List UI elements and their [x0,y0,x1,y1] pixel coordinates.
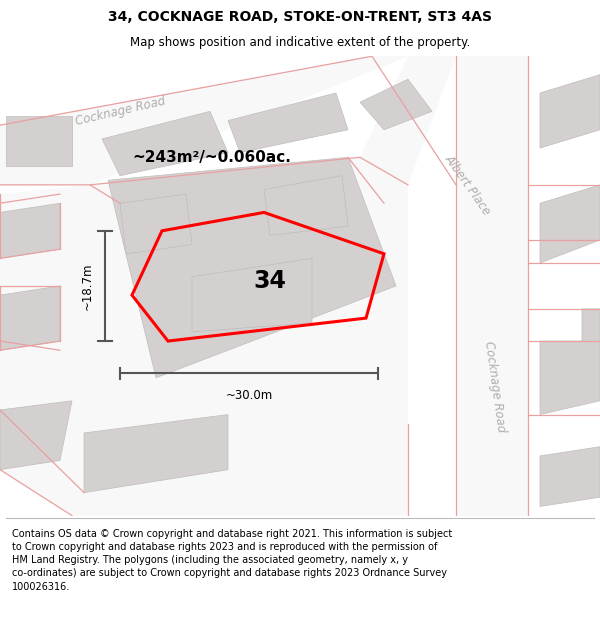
Text: ~18.7m: ~18.7m [81,262,94,309]
Text: Albert Place: Albert Place [442,152,494,218]
Polygon shape [0,56,408,185]
Text: Cocknage Road: Cocknage Road [74,94,166,128]
Polygon shape [540,185,600,263]
Text: 34, COCKNAGE ROAD, STOKE-ON-TRENT, ST3 4AS: 34, COCKNAGE ROAD, STOKE-ON-TRENT, ST3 4… [108,10,492,24]
Polygon shape [6,116,72,166]
Polygon shape [0,401,72,470]
Text: Cocknage Road: Cocknage Road [482,341,508,434]
Polygon shape [540,447,600,506]
Polygon shape [0,203,60,258]
Polygon shape [264,176,348,236]
Text: ~30.0m: ~30.0m [226,389,272,402]
Polygon shape [540,309,600,414]
Polygon shape [108,158,396,378]
Polygon shape [360,79,432,130]
Text: Contains OS data © Crown copyright and database right 2021. This information is : Contains OS data © Crown copyright and d… [12,529,452,591]
Polygon shape [228,93,348,152]
Polygon shape [360,56,456,185]
Polygon shape [84,414,228,492]
Text: 34: 34 [254,269,286,293]
Polygon shape [456,56,528,516]
Polygon shape [102,111,228,176]
Polygon shape [540,74,600,148]
Polygon shape [120,194,192,254]
Text: ~243m²/~0.060ac.: ~243m²/~0.060ac. [132,150,291,165]
Text: Map shows position and indicative extent of the property.: Map shows position and indicative extent… [130,36,470,49]
Polygon shape [0,158,408,516]
Polygon shape [0,286,60,350]
Polygon shape [192,258,312,332]
